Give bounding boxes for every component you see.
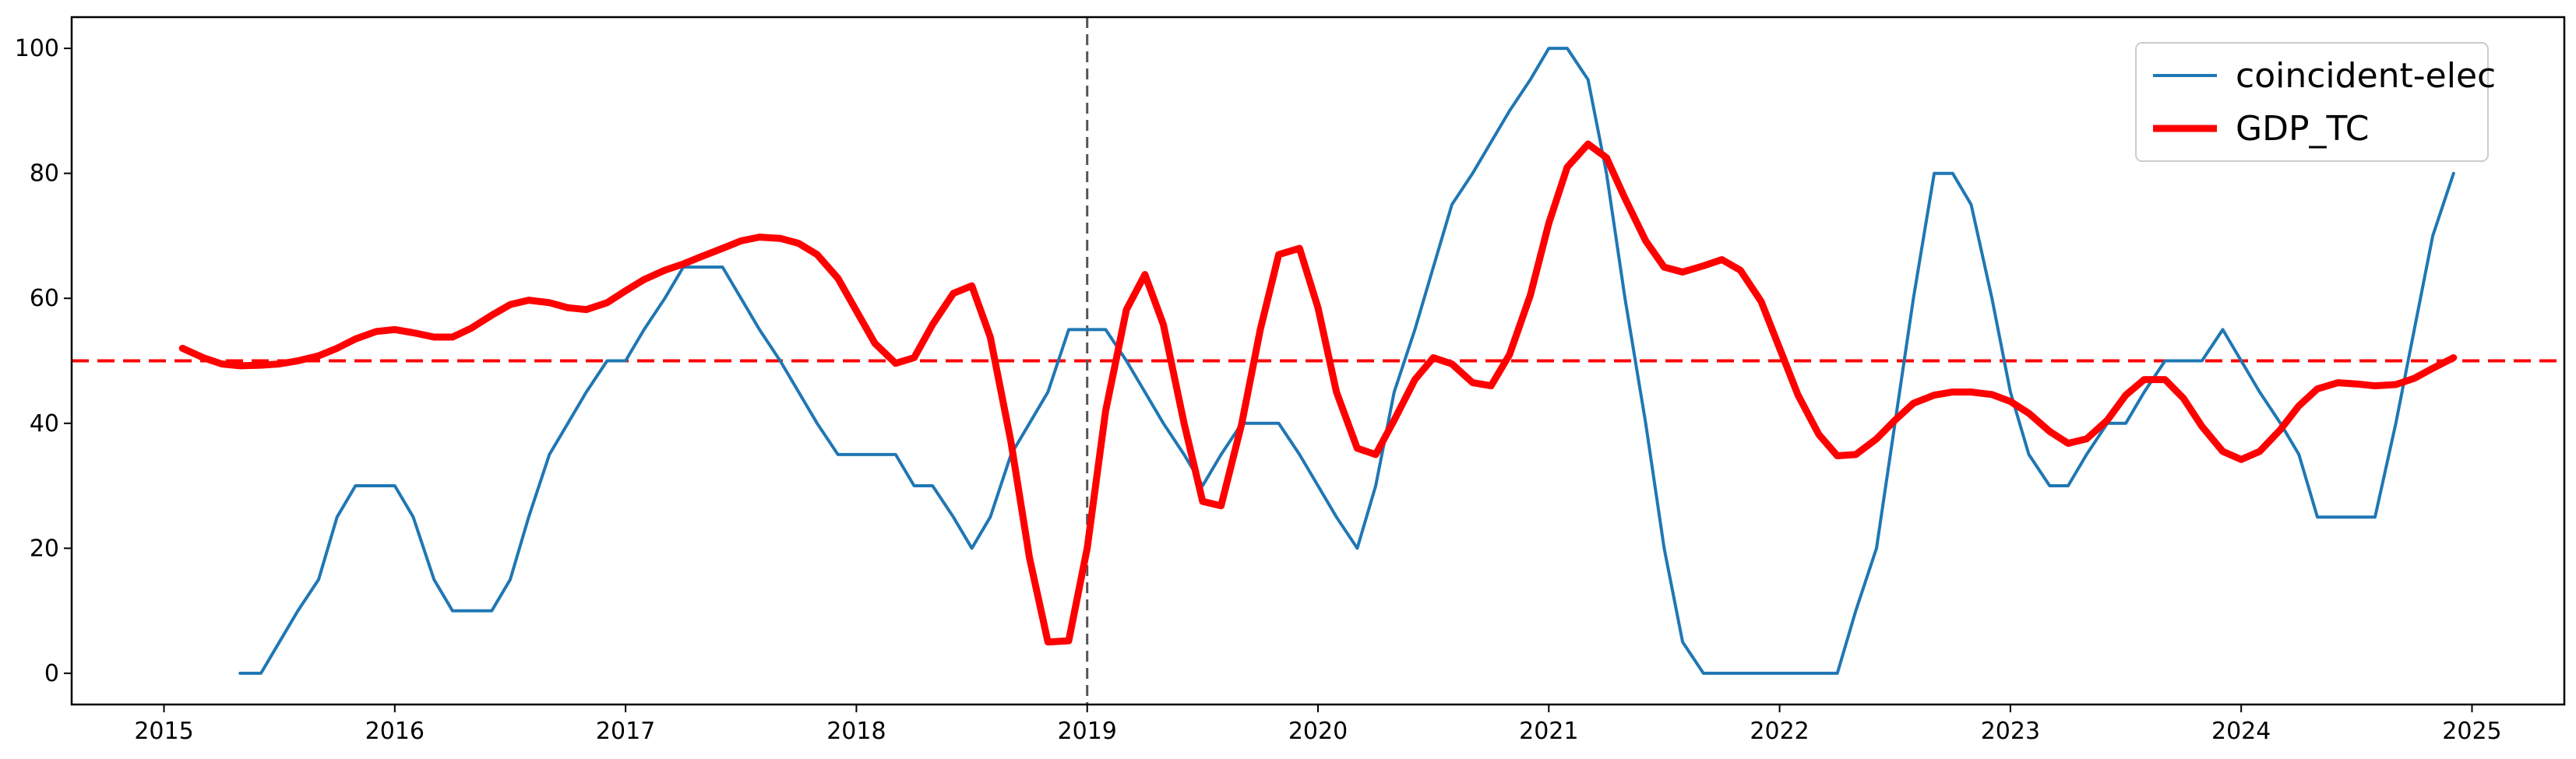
y-tick-label: 100 xyxy=(15,35,59,62)
y-tick-label: 60 xyxy=(30,285,59,312)
series-line-coincident-elec xyxy=(238,47,2455,675)
y-tick-label: 40 xyxy=(30,410,59,437)
series-lines xyxy=(178,47,2458,675)
series-line-gdp-tc xyxy=(178,140,2458,646)
y-tick-label: 80 xyxy=(30,160,59,188)
legend-box xyxy=(2135,42,2489,162)
x-tick-label: 2020 xyxy=(1288,718,1348,745)
x-tick-label: 2021 xyxy=(1519,718,1578,745)
x-tick-label: 2024 xyxy=(2211,718,2271,745)
x-tick-label: 2017 xyxy=(596,718,655,745)
y-tick-label: 0 xyxy=(44,660,59,687)
x-tick-label: 2019 xyxy=(1058,718,1117,745)
legend-label: GDP_TC xyxy=(2236,109,2370,149)
x-tick-label: 2018 xyxy=(826,718,886,745)
legend: coincident-elec GDP_TC xyxy=(2135,42,2496,162)
x-tick-label: 2022 xyxy=(1750,718,1809,745)
y-tick-label: 20 xyxy=(30,535,59,562)
x-tick-label: 2016 xyxy=(365,718,425,745)
x-tick-label: 2025 xyxy=(2442,718,2501,745)
x-tick-label: 2023 xyxy=(1981,718,2040,745)
reference-lines xyxy=(72,17,2564,705)
axes: 2015 2016 2017 2018 2019 2020 2021 2022 2023 2024… xyxy=(15,16,2566,745)
legend-label: coincident-elec xyxy=(2236,56,2496,96)
x-tick-label: 2015 xyxy=(134,718,193,745)
